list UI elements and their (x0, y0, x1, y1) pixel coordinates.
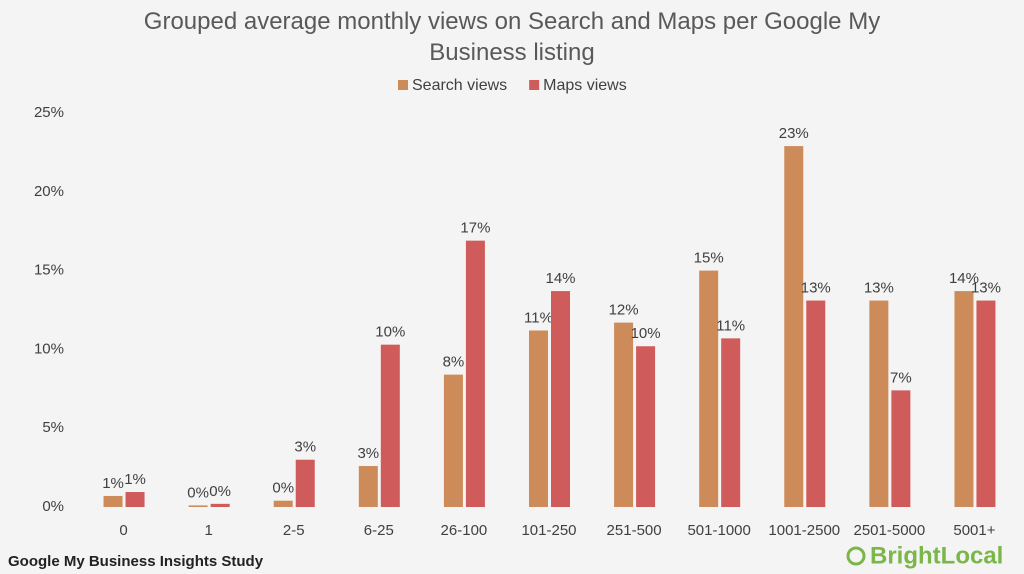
y-tick-label: 25% (34, 104, 64, 121)
x-tick-label: 2501-5000 (853, 522, 925, 539)
data-label: 1% (124, 471, 146, 488)
x-tick-label: 101-250 (521, 522, 576, 539)
data-label: 3% (357, 445, 379, 462)
bar (954, 291, 974, 507)
x-tick-label: 1 (204, 522, 212, 539)
bar (699, 270, 719, 507)
bar (103, 495, 123, 507)
data-label: 0% (209, 483, 231, 500)
bar (721, 338, 741, 507)
data-label: 13% (864, 280, 894, 297)
data-label: 7% (890, 369, 912, 386)
data-label: 23% (779, 125, 809, 142)
x-tick-label: 0 (119, 522, 127, 539)
bar (273, 500, 293, 507)
bar (869, 300, 889, 507)
brand-logo: BrightLocal (846, 542, 1003, 569)
x-tick-label: 5001+ (953, 522, 995, 539)
bar (806, 300, 826, 507)
data-label: 14% (545, 270, 575, 287)
data-label: 1% (102, 475, 124, 492)
data-label: 10% (375, 324, 405, 341)
x-tick-label: 1001-2500 (768, 522, 840, 539)
brand-name: BrightLocal (870, 542, 1003, 569)
y-tick-label: 15% (34, 262, 64, 279)
bar (614, 322, 634, 507)
y-tick-label: 0% (42, 498, 64, 515)
x-tick-label: 501-1000 (687, 522, 750, 539)
legend-label: Search views (412, 77, 507, 94)
bar (976, 300, 996, 507)
y-tick-label: 5% (42, 419, 64, 436)
data-label: 12% (609, 302, 639, 319)
x-tick-label: 26-100 (441, 522, 488, 539)
bar (529, 330, 548, 507)
bar (891, 390, 911, 507)
bar (125, 492, 145, 507)
data-label: 15% (694, 250, 724, 267)
bar (295, 459, 315, 507)
y-tick-label: 10% (34, 340, 64, 357)
bar (551, 291, 570, 507)
bar (188, 505, 208, 507)
data-label: 10% (631, 325, 661, 342)
data-label: 17% (460, 220, 490, 237)
bar (636, 346, 656, 507)
legend-swatch (529, 80, 540, 90)
legend-swatch (398, 80, 408, 90)
data-label: 13% (801, 280, 831, 297)
data-label: 11% (524, 309, 553, 326)
bar (784, 146, 804, 507)
logo-icon (846, 546, 866, 566)
x-tick-label: 6-25 (364, 522, 394, 539)
chart-title: Grouped average monthly views on Search … (143, 8, 881, 66)
data-label: 8% (443, 354, 465, 371)
bar (380, 344, 400, 507)
data-label: 0% (187, 484, 209, 501)
bar (210, 503, 230, 507)
bar (358, 466, 378, 507)
data-label: 11% (716, 317, 745, 334)
source-note: Google My Business Insights Study (8, 553, 264, 570)
x-tick-label: 251-500 (607, 522, 662, 539)
data-label: 0% (272, 480, 294, 497)
y-tick-label: 20% (34, 183, 64, 200)
data-label: 14% (949, 270, 979, 287)
data-label: 13% (971, 280, 1001, 297)
legend-label: Maps views (543, 77, 627, 94)
data-label: 3% (294, 439, 316, 456)
bar (465, 240, 485, 507)
x-tick-label: 2-5 (283, 522, 305, 539)
bar (443, 374, 463, 507)
